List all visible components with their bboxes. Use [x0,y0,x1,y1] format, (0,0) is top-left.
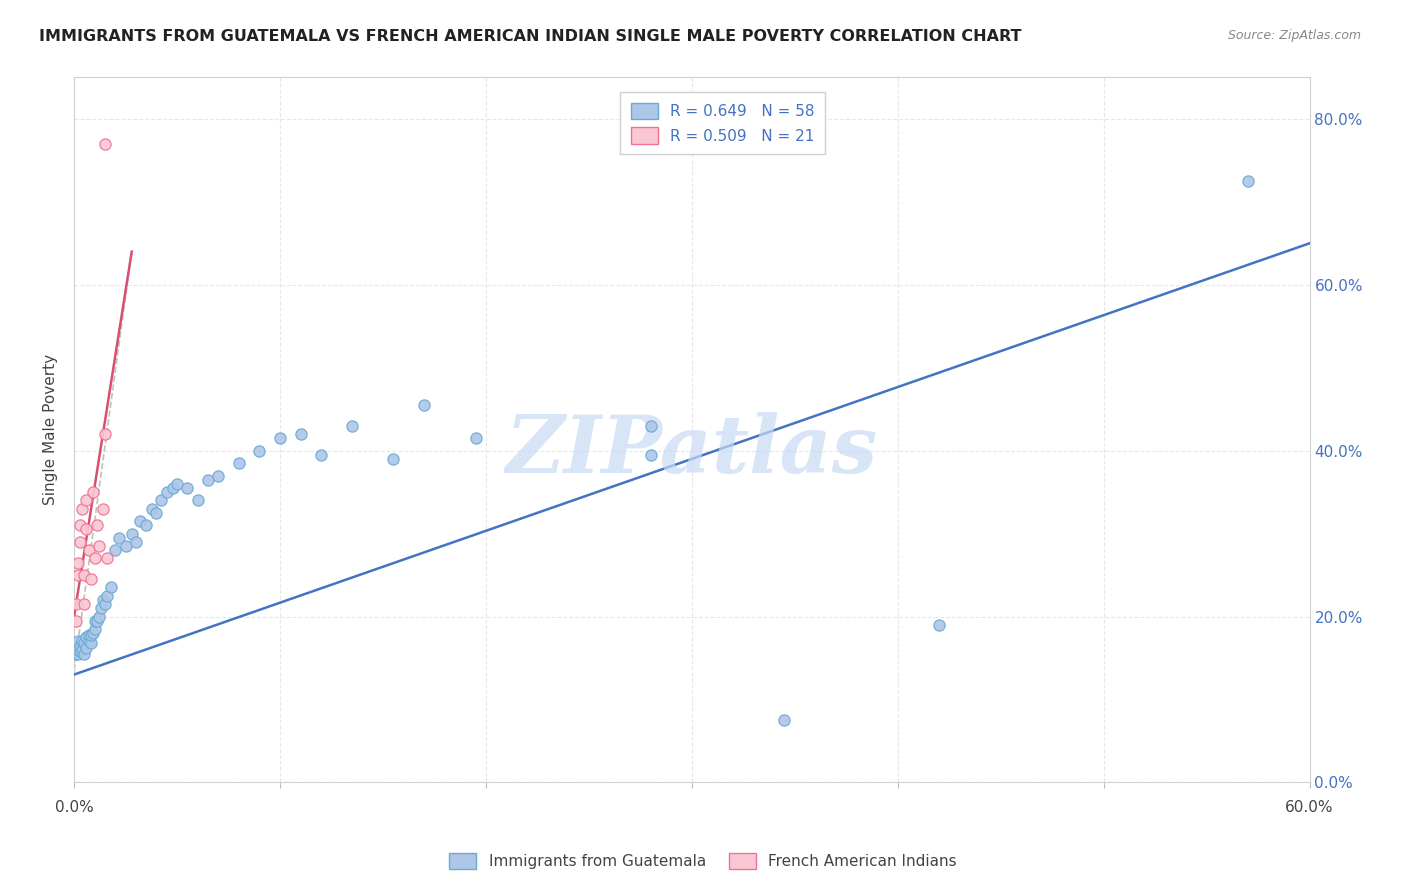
Point [77,543,100,558]
Point [67,642,90,657]
Point [73,636,96,650]
Text: Source: ZipAtlas.com: Source: ZipAtlas.com [1227,29,1361,42]
Point [86,518,108,533]
Point [94,136,117,151]
Point [69,639,91,653]
Point [135,518,157,533]
Point [83,622,105,636]
Point [73,647,96,661]
Point [67,647,90,661]
Point [73,568,96,582]
Point [94,427,117,442]
Point [72,634,94,648]
Point [145,506,167,520]
Point [464,431,486,445]
Point [75,523,97,537]
Point [86,614,108,628]
Point [290,427,312,442]
Point [928,617,950,632]
Point [100,581,122,595]
Point [77,628,100,642]
Point [67,634,90,648]
Point [72,642,94,657]
Point [82,485,104,500]
Point [125,534,148,549]
Point [141,501,163,516]
Text: 0.0%: 0.0% [55,800,93,815]
Point [91,593,114,607]
Point [96,589,118,603]
Legend: R = 0.649   N = 58, R = 0.509   N = 21: R = 0.649 N = 58, R = 0.509 N = 21 [620,92,825,154]
Point [83,551,105,566]
Text: 60.0%: 60.0% [1285,800,1334,815]
Point [75,630,97,644]
Point [129,514,152,528]
Point [65,614,87,628]
Point [91,501,114,516]
Point [104,543,127,558]
Point [156,485,179,500]
Point [773,713,796,727]
Point [309,448,332,462]
Point [114,539,136,553]
Point [69,518,91,533]
Point [79,572,101,586]
Point [87,609,110,624]
Point [79,628,101,642]
Point [94,597,117,611]
Point [121,526,143,541]
Point [67,568,90,582]
Point [166,476,188,491]
Point [413,398,436,412]
Point [640,418,662,433]
Text: IMMIGRANTS FROM GUATEMALA VS FRENCH AMERICAN INDIAN SINGLE MALE POVERTY CORRELAT: IMMIGRANTS FROM GUATEMALA VS FRENCH AMER… [39,29,1022,44]
Point [87,539,110,553]
Point [79,636,101,650]
Y-axis label: Single Male Poverty: Single Male Poverty [44,354,58,506]
Point [73,597,96,611]
Point [65,639,87,653]
Point [72,501,94,516]
Point [207,468,229,483]
Point [90,601,112,615]
Point [269,431,291,445]
Point [69,534,91,549]
Point [75,493,97,508]
Point [65,597,87,611]
Point [149,493,172,508]
Point [176,481,198,495]
Point [96,551,118,566]
Point [187,493,209,508]
Text: ZIPatlas: ZIPatlas [506,412,877,490]
Point [83,614,105,628]
Point [82,626,104,640]
Point [640,448,662,462]
Point [197,473,219,487]
Point [1236,174,1258,188]
Point [382,452,405,467]
Point [75,640,97,655]
Point [108,531,131,545]
Point [247,443,270,458]
Point [67,556,90,570]
Point [69,644,91,658]
Point [162,481,184,495]
Legend: Immigrants from Guatemala, French American Indians: Immigrants from Guatemala, French Americ… [443,847,963,875]
Point [77,634,100,648]
Point [340,418,363,433]
Point [228,456,250,470]
Point [65,647,87,661]
